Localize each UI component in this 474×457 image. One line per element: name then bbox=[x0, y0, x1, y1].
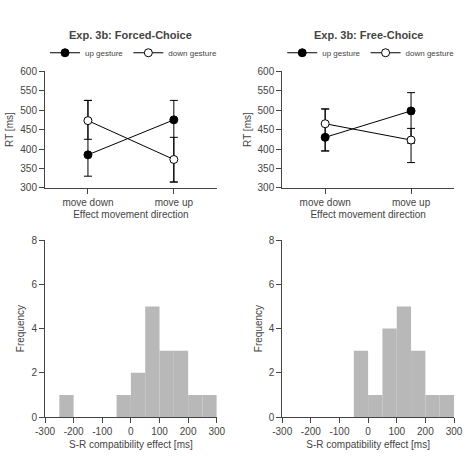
svg-text:-200: -200 bbox=[64, 426, 84, 437]
svg-text:300: 300 bbox=[208, 426, 225, 437]
svg-text:300: 300 bbox=[446, 426, 463, 437]
svg-text:move down: move down bbox=[300, 197, 351, 208]
svg-text:0: 0 bbox=[365, 426, 371, 437]
svg-text:350: 350 bbox=[258, 163, 275, 174]
svg-text:0: 0 bbox=[31, 412, 37, 423]
svg-text:Frequency: Frequency bbox=[15, 305, 26, 352]
svg-text:Exp. 3b: Forced-Choice: Exp. 3b: Forced-Choice bbox=[69, 29, 192, 41]
svg-text:8: 8 bbox=[269, 235, 275, 246]
svg-text:550: 550 bbox=[20, 85, 37, 96]
svg-text:550: 550 bbox=[258, 85, 275, 96]
svg-text:450: 450 bbox=[20, 124, 37, 135]
svg-text:200: 200 bbox=[417, 426, 434, 437]
svg-text:up gesture: up gesture bbox=[322, 49, 360, 58]
svg-text:down gesture: down gesture bbox=[406, 49, 455, 58]
svg-text:Effect movement direction: Effect movement direction bbox=[73, 209, 188, 220]
svg-text:S-R compatibility effect [ms]: S-R compatibility effect [ms] bbox=[69, 439, 193, 450]
svg-text:0: 0 bbox=[269, 412, 275, 423]
svg-text:400: 400 bbox=[20, 144, 37, 155]
svg-text:8: 8 bbox=[31, 235, 37, 246]
svg-text:RT [ms]: RT [ms] bbox=[242, 112, 253, 147]
svg-text:-100: -100 bbox=[329, 426, 349, 437]
svg-text:500: 500 bbox=[258, 105, 275, 116]
svg-text:move up: move up bbox=[155, 197, 194, 208]
svg-text:100: 100 bbox=[388, 426, 405, 437]
svg-text:Exp. 3b: Free-Choice: Exp. 3b: Free-Choice bbox=[314, 29, 423, 41]
svg-text:2: 2 bbox=[269, 367, 275, 378]
svg-text:down gesture: down gesture bbox=[168, 49, 217, 58]
svg-text:S-R compatibility effect [ms]: S-R compatibility effect [ms] bbox=[306, 439, 430, 450]
svg-text:-300: -300 bbox=[35, 426, 55, 437]
svg-text:2: 2 bbox=[31, 367, 37, 378]
svg-text:300: 300 bbox=[20, 182, 37, 193]
svg-text:0: 0 bbox=[128, 426, 134, 437]
svg-text:100: 100 bbox=[151, 426, 168, 437]
svg-text:4: 4 bbox=[269, 323, 275, 334]
svg-text:300: 300 bbox=[258, 182, 275, 193]
svg-text:400: 400 bbox=[258, 144, 275, 155]
svg-text:RT [ms]: RT [ms] bbox=[4, 112, 15, 147]
svg-text:-200: -200 bbox=[301, 426, 321, 437]
svg-text:6: 6 bbox=[269, 279, 275, 290]
svg-text:up gesture: up gesture bbox=[85, 49, 123, 58]
svg-text:600: 600 bbox=[20, 66, 37, 77]
svg-text:450: 450 bbox=[258, 124, 275, 135]
svg-text:500: 500 bbox=[20, 105, 37, 116]
svg-text:move down: move down bbox=[62, 197, 113, 208]
svg-text:4: 4 bbox=[31, 323, 37, 334]
svg-text:move up: move up bbox=[392, 197, 431, 208]
svg-text:6: 6 bbox=[31, 279, 37, 290]
svg-text:Frequency: Frequency bbox=[253, 305, 264, 352]
svg-text:350: 350 bbox=[20, 163, 37, 174]
svg-text:Effect movement direction: Effect movement direction bbox=[310, 209, 425, 220]
svg-text:-300: -300 bbox=[272, 426, 292, 437]
svg-text:200: 200 bbox=[180, 426, 197, 437]
svg-text:600: 600 bbox=[258, 66, 275, 77]
svg-text:-100: -100 bbox=[92, 426, 112, 437]
